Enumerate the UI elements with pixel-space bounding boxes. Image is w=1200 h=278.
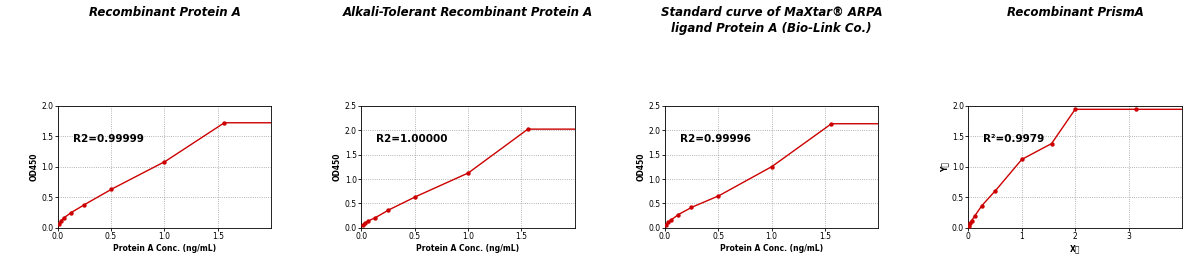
Point bbox=[1012, 157, 1031, 162]
Point bbox=[61, 210, 80, 215]
Point bbox=[708, 194, 727, 198]
Point bbox=[378, 208, 397, 213]
Point bbox=[1042, 141, 1061, 146]
Point bbox=[972, 204, 991, 208]
Point bbox=[458, 171, 478, 175]
Point bbox=[359, 219, 378, 223]
Y-axis label: OD450: OD450 bbox=[334, 153, 342, 181]
Point bbox=[682, 205, 701, 210]
X-axis label: X値: X値 bbox=[1070, 244, 1080, 253]
X-axis label: Protein A Conc. (ng/mL): Protein A Conc. (ng/mL) bbox=[113, 244, 216, 253]
Text: R2=0.99999: R2=0.99999 bbox=[72, 134, 144, 144]
Point bbox=[74, 202, 94, 207]
Point bbox=[659, 220, 678, 224]
Text: R²=0.9979: R²=0.9979 bbox=[983, 134, 1044, 144]
Y-axis label: OD450: OD450 bbox=[637, 153, 646, 181]
X-axis label: Protein A Conc. (ng/mL): Protein A Conc. (ng/mL) bbox=[416, 244, 520, 253]
Point bbox=[353, 223, 372, 227]
Point bbox=[52, 219, 71, 223]
Point bbox=[404, 195, 424, 199]
Point bbox=[1066, 107, 1085, 111]
Point bbox=[55, 215, 74, 220]
Y-axis label: Y値: Y値 bbox=[940, 162, 949, 172]
Text: R2=0.99996: R2=0.99996 bbox=[679, 134, 751, 144]
Point bbox=[960, 223, 979, 228]
Point bbox=[355, 221, 374, 225]
Y-axis label: OD450: OD450 bbox=[30, 153, 38, 181]
Text: Recombinant Protein A: Recombinant Protein A bbox=[89, 6, 240, 19]
Point bbox=[662, 217, 682, 222]
Text: Standard curve of MaXtar® ARPA
ligand Protein A (Bio-Link Co.): Standard curve of MaXtar® ARPA ligand Pr… bbox=[661, 6, 882, 34]
Point bbox=[49, 222, 68, 226]
Point bbox=[155, 160, 174, 164]
Point bbox=[215, 121, 234, 125]
Point bbox=[960, 221, 979, 225]
Point bbox=[365, 216, 384, 220]
Point bbox=[962, 219, 982, 223]
Point bbox=[762, 165, 781, 169]
Point bbox=[668, 212, 688, 217]
Point bbox=[656, 222, 676, 227]
Point bbox=[965, 214, 984, 218]
Point bbox=[518, 127, 538, 131]
Text: R2=1.00000: R2=1.00000 bbox=[376, 134, 448, 144]
X-axis label: Protein A Conc. (ng/mL): Protein A Conc. (ng/mL) bbox=[720, 244, 823, 253]
Point bbox=[985, 189, 1004, 193]
Text: Alkali-Tolerant Recombinant Protein A: Alkali-Tolerant Recombinant Protein A bbox=[343, 6, 593, 19]
Point bbox=[822, 121, 841, 126]
Point bbox=[102, 187, 121, 192]
Text: Recombinant PrismA: Recombinant PrismA bbox=[1007, 6, 1144, 19]
Point bbox=[1126, 107, 1145, 111]
